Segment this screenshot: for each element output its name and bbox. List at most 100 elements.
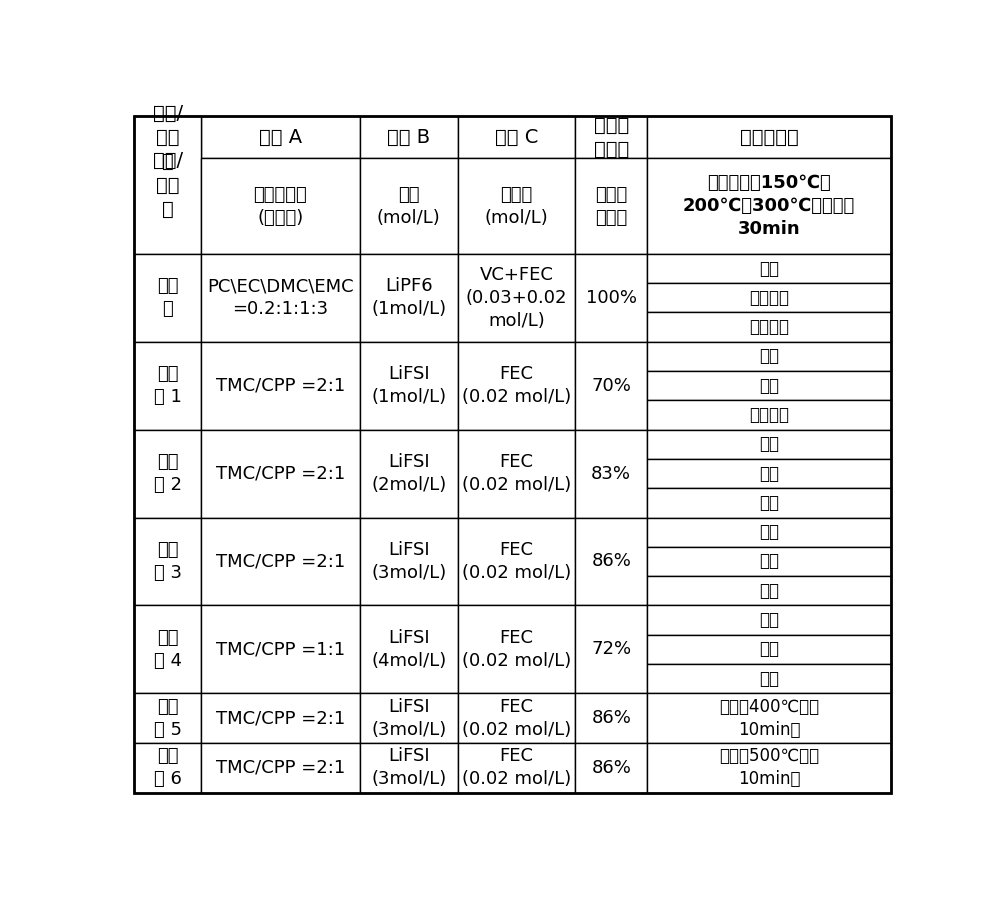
Text: FEC
(0.02 mol/L): FEC (0.02 mol/L) (462, 747, 571, 788)
Bar (134, 693, 201, 743)
Bar (360, 606, 458, 693)
Bar (458, 116, 575, 158)
Bar (134, 342, 201, 429)
Text: LiFSI
(3mol/L): LiFSI (3mol/L) (371, 747, 446, 788)
Bar (575, 254, 647, 342)
Bar (360, 518, 458, 606)
Bar (134, 254, 201, 342)
Text: 电芯基
本性能: 电芯基 本性能 (594, 116, 629, 159)
Text: LiFSI
(1mol/L): LiFSI (1mol/L) (371, 365, 446, 406)
Text: TMC/CPP =2:1: TMC/CPP =2:1 (216, 709, 345, 727)
Text: 通过: 通过 (759, 670, 779, 688)
Bar (647, 116, 891, 158)
Bar (647, 693, 891, 743)
Text: 对比/
实施
例: 对比/ 实施 例 (153, 151, 183, 219)
Text: FEC
(0.02 mol/L): FEC (0.02 mol/L) (462, 698, 571, 739)
Bar (575, 158, 647, 254)
Text: 爆炸燃烧: 爆炸燃烧 (749, 289, 789, 307)
Bar (360, 743, 458, 793)
Text: FEC
(0.02 mol/L): FEC (0.02 mol/L) (462, 541, 571, 582)
Bar (201, 693, 360, 743)
Bar (647, 576, 891, 606)
Text: TMC/CPP =2:1: TMC/CPP =2:1 (216, 553, 345, 571)
Text: LiPF6
(1mol/L): LiPF6 (1mol/L) (371, 277, 446, 319)
Bar (360, 342, 458, 429)
Bar (647, 489, 891, 518)
Bar (647, 547, 891, 576)
Text: 通过: 通过 (759, 494, 779, 512)
Bar (647, 158, 891, 254)
Bar (360, 254, 458, 342)
Text: PC\EC\DMC\EMC
=0.2:1:1:3: PC\EC\DMC\EMC =0.2:1:1:3 (207, 277, 354, 319)
Text: 实施
例 3: 实施 例 3 (154, 541, 182, 582)
Bar (647, 254, 891, 284)
Text: 实施
例 4: 实施 例 4 (154, 629, 182, 670)
Text: 通过（500℃加热
10min）: 通过（500℃加热 10min） (719, 747, 819, 788)
Bar (647, 459, 891, 489)
Bar (647, 743, 891, 793)
Bar (134, 429, 201, 517)
Bar (201, 254, 360, 342)
Text: TMC/CPP =2:1: TMC/CPP =2:1 (216, 464, 345, 482)
Text: 实施
例 2: 实施 例 2 (154, 454, 182, 494)
Bar (647, 342, 891, 371)
Text: 爆炸燃烧: 爆炸燃烧 (749, 318, 789, 336)
Text: 电解液溶剂
(摩尔比): 电解液溶剂 (摩尔比) (253, 185, 307, 227)
Text: 通过: 通过 (759, 464, 779, 482)
Text: 组分 C: 组分 C (495, 128, 538, 147)
Bar (647, 284, 891, 312)
Bar (201, 342, 360, 429)
Text: VC+FEC
(0.03+0.02
mol/L): VC+FEC (0.03+0.02 mol/L) (466, 266, 567, 329)
Text: 通过: 通过 (759, 581, 779, 599)
Text: LiFSI
(3mol/L): LiFSI (3mol/L) (371, 698, 446, 739)
Text: 72%: 72% (591, 641, 631, 659)
Text: LiFSI
(2mol/L): LiFSI (2mol/L) (371, 454, 446, 494)
Bar (647, 518, 891, 547)
Bar (134, 116, 201, 158)
Bar (575, 429, 647, 517)
Text: 壳体劈裂: 壳体劈裂 (749, 406, 789, 424)
Text: 实施
例 5: 实施 例 5 (154, 698, 182, 739)
Text: TMC/CPP =2:1: TMC/CPP =2:1 (216, 759, 345, 777)
Text: 电芯容
量保持: 电芯容 量保持 (595, 185, 627, 227)
Text: LiFSI
(3mol/L): LiFSI (3mol/L) (371, 541, 446, 582)
Bar (647, 429, 891, 459)
Bar (458, 158, 575, 254)
Text: 通过: 通过 (759, 641, 779, 659)
Text: 通过: 通过 (759, 523, 779, 541)
Bar (647, 606, 891, 634)
Text: 组分 B: 组分 B (387, 128, 430, 147)
Bar (575, 342, 647, 429)
Text: 通过: 通过 (759, 377, 779, 395)
Bar (647, 312, 891, 342)
Bar (647, 400, 891, 429)
Bar (360, 116, 458, 158)
Bar (575, 116, 647, 158)
Bar (575, 606, 647, 693)
Text: 实施
例 6: 实施 例 6 (154, 747, 182, 788)
Text: 通过: 通过 (759, 259, 779, 277)
Bar (458, 693, 575, 743)
Bar (458, 342, 575, 429)
Text: 86%: 86% (591, 553, 631, 571)
Text: 86%: 86% (591, 709, 631, 727)
Text: 实验参数：150℃、
200℃、300℃分别加热
30min: 实验参数：150℃、 200℃、300℃分别加热 30min (683, 175, 855, 238)
Text: 对比/
实施
例: 对比/ 实施 例 (153, 104, 183, 171)
Bar (647, 634, 891, 664)
Bar (575, 518, 647, 606)
Bar (647, 371, 891, 400)
Bar (201, 743, 360, 793)
Text: 锂盐
(mol/L): 锂盐 (mol/L) (377, 185, 441, 227)
Text: 70%: 70% (591, 377, 631, 395)
Bar (360, 429, 458, 517)
Text: 通过: 通过 (759, 611, 779, 629)
Bar (134, 606, 201, 693)
Bar (458, 606, 575, 693)
Text: 保护剂
(mol/L): 保护剂 (mol/L) (485, 185, 549, 227)
Text: 83%: 83% (591, 464, 631, 482)
Bar (458, 429, 575, 517)
Text: TMC/CPP =1:1: TMC/CPP =1:1 (216, 641, 345, 659)
Bar (360, 158, 458, 254)
Text: 实施
例 1: 实施 例 1 (154, 365, 182, 406)
Text: TMC/CPP =2:1: TMC/CPP =2:1 (216, 377, 345, 395)
